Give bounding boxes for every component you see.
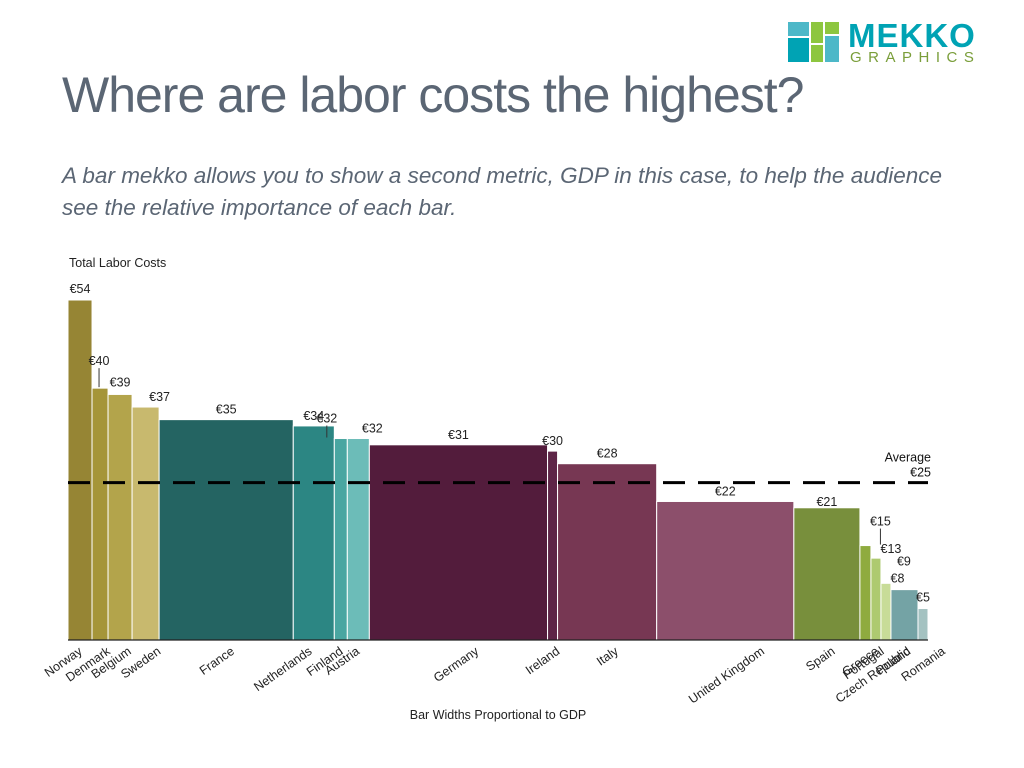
data-label: €15 (870, 515, 891, 529)
category-label: United Kingdom (686, 644, 767, 706)
data-label: €54 (70, 282, 91, 296)
data-label: €32 (362, 422, 383, 436)
category-label: Spain (803, 644, 837, 674)
bar (107, 393, 133, 641)
data-label: €22 (715, 484, 736, 498)
bar (890, 589, 919, 641)
bar (158, 419, 294, 641)
bar (368, 444, 549, 641)
category-label: Ireland (523, 644, 562, 677)
category-label: Italy (594, 644, 621, 669)
category-label: France (197, 644, 237, 678)
page-subtitle: A bar mekko allows you to show a second … (62, 163, 943, 220)
bar (292, 425, 335, 641)
data-label: €5 (916, 591, 930, 605)
data-label: €30 (542, 434, 563, 448)
bar (333, 438, 348, 641)
page-title: Where are labor costs the highest? (62, 67, 804, 123)
data-label: €40 (89, 354, 110, 368)
data-label: €28 (597, 447, 618, 461)
y-axis-title: Total Labor Costs (69, 256, 166, 270)
x-axis-title: Bar Widths Proportional to GDP (410, 708, 586, 722)
logo-mark-icon (788, 22, 839, 62)
data-label: €39 (110, 375, 131, 389)
data-label: €31 (448, 428, 469, 442)
data-label: €35 (216, 403, 237, 417)
category-label: Germany (431, 644, 482, 685)
bar (870, 557, 882, 641)
bar (91, 387, 109, 641)
bar (917, 608, 929, 641)
logo-subtext: GRAPHICS (850, 49, 981, 66)
data-label: €13 (881, 542, 902, 556)
bar (656, 500, 795, 641)
data-label: €8 (891, 572, 905, 586)
bar (547, 450, 559, 641)
bar (859, 545, 872, 641)
data-label: €32 (316, 412, 337, 426)
average-value-label: €25 (910, 466, 931, 480)
data-label: €34 (303, 409, 324, 423)
bar (131, 406, 160, 641)
average-label: Average (885, 451, 931, 465)
mekko-graphics-logo: MEKKO GRAPHICS (788, 17, 1000, 66)
bar (346, 438, 370, 641)
bar (67, 299, 93, 641)
bar (793, 507, 861, 641)
logo-wordmark: MEKKO (848, 17, 976, 54)
data-label: €21 (816, 495, 837, 509)
bar (557, 463, 658, 641)
data-label: €37 (149, 390, 170, 404)
data-label: €9 (897, 554, 911, 568)
bar (880, 582, 892, 641)
